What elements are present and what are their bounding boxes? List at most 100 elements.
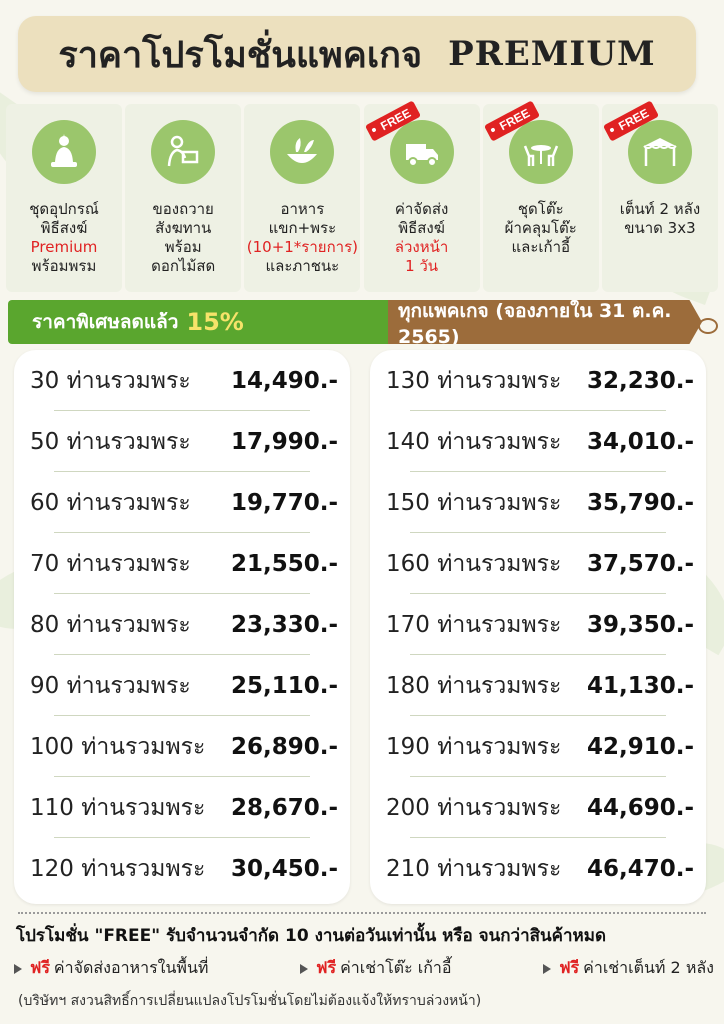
free-item-text: ค่าเช่าเต็นท์ 2 หลัง bbox=[583, 958, 714, 977]
guest-count-label: 60 ท่านรวมพระ bbox=[30, 489, 191, 516]
feature-line: และเก้าอี้ bbox=[511, 238, 571, 256]
guest-count-label: 170 ท่านรวมพระ bbox=[386, 611, 562, 638]
price-row: 120 ท่านรวมพระ 30,450.- bbox=[14, 838, 350, 899]
package-price: 42,910.- bbox=[586, 733, 694, 760]
promo-text: โปรโมชั่น "FREE" รับจำนวนจำกัด 10 งานต่อ… bbox=[16, 926, 606, 946]
feature-line: ค่าจัดส่ง bbox=[394, 200, 449, 218]
package-price: 32,230.- bbox=[586, 367, 694, 394]
price-row: 130 ท่านรวมพระ 32,230.- bbox=[370, 350, 706, 411]
price-row: 100 ท่านรวมพระ 26,890.- bbox=[14, 716, 350, 777]
price-row: 150 ท่านรวมพระ 35,790.- bbox=[370, 472, 706, 533]
discount-banner-left: ราคาพิเศษลดแล้ว 15% bbox=[8, 300, 388, 344]
feature-line: อาหาร bbox=[280, 200, 325, 218]
arrow-right-icon bbox=[543, 963, 552, 974]
title-english: PREMIUM bbox=[448, 34, 656, 74]
package-price: 44,690.- bbox=[586, 794, 694, 821]
package-price: 28,670.- bbox=[230, 794, 338, 821]
delivery-truck-icon bbox=[389, 120, 454, 184]
feature-line: แขก+พระ bbox=[268, 219, 337, 237]
feature-line: พิธีสงฆ์ bbox=[40, 219, 88, 237]
feature-line: เต็นท์ 2 หลัง bbox=[619, 200, 701, 218]
guest-count-label: 200 ท่านรวมพระ bbox=[386, 794, 562, 821]
price-row: 30 ท่านรวมพระ 14,490.- bbox=[14, 350, 350, 411]
feature-text: เต็นท์ 2 หลัง ขนาด 3x3 bbox=[602, 200, 718, 238]
table-chairs-icon bbox=[508, 120, 573, 184]
feature-text: อาหาร แขก+พระ (10+1*รายการ) และภาชนะ bbox=[244, 200, 360, 276]
guest-count-label: 30 ท่านรวมพระ bbox=[30, 367, 191, 394]
tent-icon bbox=[627, 120, 692, 184]
feature-line: Premium bbox=[30, 238, 98, 256]
free-word: ฟรี bbox=[30, 958, 50, 977]
price-row: 190 ท่านรวมพระ 42,910.- bbox=[370, 716, 706, 777]
feature-list: ชุดอุปกรณ์ พิธีสงฆ์ Premium พร้อมพรม ของถวาย… bbox=[0, 100, 724, 294]
feature-line: และภาชนะ bbox=[265, 257, 340, 275]
guest-count-label: 160 ท่านรวมพระ bbox=[386, 550, 562, 577]
package-price: 14,490.- bbox=[230, 367, 338, 394]
guest-count-label: 90 ท่านรวมพระ bbox=[30, 672, 191, 699]
free-item-text: ค่าเช่าโต๊ะ เก้าอี้ bbox=[340, 958, 452, 977]
feature-card: FREE ค่าจัดส่ง พิธีสงฆ์ ล่วงหน้า 1 วัน bbox=[363, 100, 480, 292]
arrow-right-icon bbox=[300, 963, 309, 974]
price-row: 110 ท่านรวมพระ 28,670.- bbox=[14, 777, 350, 838]
package-price: 41,130.- bbox=[586, 672, 694, 699]
guest-count-label: 50 ท่านรวมพระ bbox=[30, 428, 191, 455]
feature-text: ชุดอุปกรณ์ พิธีสงฆ์ Premium พร้อมพรม bbox=[6, 200, 122, 276]
feature-card: FREE ชุดโต๊ะ ผ้าคลุมโต๊ะ และเก้าอี้ bbox=[482, 100, 599, 292]
price-row: 80 ท่านรวมพระ 23,330.- bbox=[14, 594, 350, 655]
package-price: 37,570.- bbox=[586, 550, 694, 577]
disclaimer-note: (บริษัทฯ สงวนสิทธิ์การเปลี่ยนแปลงโปรโมชั… bbox=[18, 993, 482, 1009]
feature-line: ดอกไม้สด bbox=[151, 257, 216, 275]
title-bar: ราคาโปรโมชั่นแพคเกจ PREMIUM bbox=[18, 16, 696, 92]
feature-text: ของถวาย สังฆทาน พร้อม ดอกไม้สด bbox=[125, 200, 241, 276]
guest-count-label: 190 ท่านรวมพระ bbox=[386, 733, 562, 760]
guest-count-label: 180 ท่านรวมพระ bbox=[386, 672, 562, 699]
guest-count-label: 80 ท่านรวมพระ bbox=[30, 611, 191, 638]
food-bowl-icon bbox=[270, 120, 335, 184]
package-price: 23,330.- bbox=[230, 611, 338, 638]
feature-card: FREE เต็นท์ 2 หลัง ขนาด 3x3 bbox=[601, 100, 718, 292]
price-row: 90 ท่านรวมพระ 25,110.- bbox=[14, 655, 350, 716]
feature-line: 1 วัน bbox=[405, 257, 439, 275]
guest-count-label: 100 ท่านรวมพระ bbox=[30, 733, 206, 760]
free-item: ฟรี ค่าเช่าเต็นท์ 2 หลัง bbox=[543, 956, 714, 981]
price-row: 140 ท่านรวมพระ 34,010.- bbox=[370, 411, 706, 472]
free-word: ฟรี bbox=[316, 958, 337, 977]
buddha-icon bbox=[32, 120, 96, 184]
feature-line: ของถวาย bbox=[152, 200, 214, 218]
package-price: 35,790.- bbox=[586, 489, 694, 516]
feature-line: พร้อมพรม bbox=[31, 257, 97, 275]
feature-line: ชุดอุปกรณ์ bbox=[29, 200, 99, 218]
price-panel-left: 30 ท่านรวมพระ 14,490.- 50 ท่านรวมพระ 17,990… bbox=[14, 350, 350, 904]
price-row: 50 ท่านรวมพระ 17,990.- bbox=[14, 411, 350, 472]
feature-text: ชุดโต๊ะ ผ้าคลุมโต๊ะ และเก้าอี้ bbox=[483, 200, 599, 257]
price-panel-right: 130 ท่านรวมพระ 32,230.- 140 ท่านรวมพระ 34,0… bbox=[370, 350, 706, 904]
feature-line: ล่วงหน้า bbox=[394, 238, 449, 256]
title-thai: ราคาโปรโมชั่นแพคเกจ bbox=[58, 34, 423, 76]
package-price: 39,350.- bbox=[586, 611, 694, 638]
price-row: 170 ท่านรวมพระ 39,350.- bbox=[370, 594, 706, 655]
package-price: 34,010.- bbox=[586, 428, 694, 455]
package-price: 25,110.- bbox=[230, 672, 338, 699]
guest-count-label: 140 ท่านรวมพระ bbox=[386, 428, 562, 455]
tag-string-icon bbox=[698, 318, 718, 334]
package-price: 21,550.- bbox=[230, 550, 338, 577]
divider bbox=[18, 912, 706, 914]
feature-card: ของถวาย สังฆทาน พร้อม ดอกไม้สด bbox=[125, 104, 242, 292]
offering-icon bbox=[151, 120, 216, 184]
price-row: 70 ท่านรวมพระ 21,550.- bbox=[14, 533, 350, 594]
feature-line: พิธีสงฆ์ bbox=[398, 219, 445, 237]
price-row: 200 ท่านรวมพระ 44,690.- bbox=[370, 777, 706, 838]
price-row: 160 ท่านรวมพระ 37,570.- bbox=[370, 533, 706, 594]
free-item: ฟรี ค่าเช่าโต๊ะ เก้าอี้ bbox=[300, 956, 452, 981]
feature-line: ชุดโต๊ะ bbox=[517, 200, 564, 218]
discount-banner: ราคาพิเศษลดแล้ว 15% ทุกแพคเกจ (จองภายใน … bbox=[8, 300, 702, 344]
feature-card: ชุดอุปกรณ์ พิธีสงฆ์ Premium พร้อมพรม bbox=[6, 104, 122, 292]
price-row: 60 ท่านรวมพระ 19,770.- bbox=[14, 472, 350, 533]
price-row: 210 ท่านรวมพระ 46,470.- bbox=[370, 838, 706, 899]
discount-text: ราคาพิเศษลดแล้ว bbox=[32, 311, 179, 333]
discount-banner-right: ทุกแพคเกจ (จองภายใน 31 ต.ค. 2565) bbox=[388, 300, 702, 344]
package-price: 46,470.- bbox=[586, 855, 694, 882]
booking-deadline: ทุกแพคเกจ (จองภายใน 31 ต.ค. 2565) bbox=[398, 300, 672, 348]
free-item: ฟรี ค่าจัดส่งอาหารในพื้นที่ bbox=[14, 956, 208, 981]
package-price: 30,450.- bbox=[230, 855, 338, 882]
